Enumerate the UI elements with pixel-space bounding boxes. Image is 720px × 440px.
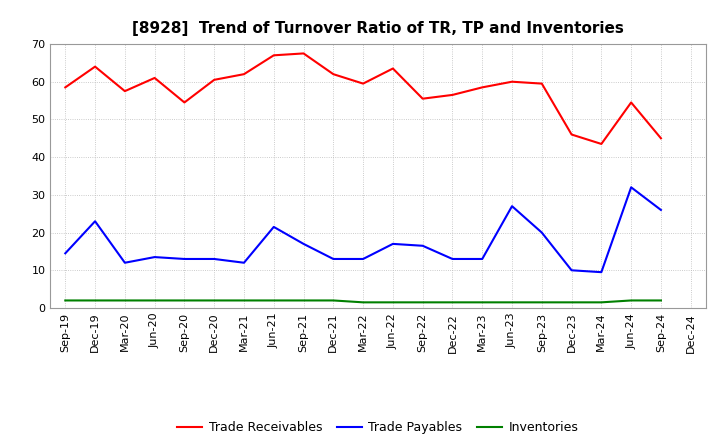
Trade Receivables	[150, 75, 159, 81]
Trade Receivables	[597, 141, 606, 147]
Inventories	[567, 300, 576, 305]
Inventories	[300, 298, 308, 303]
Trade Payables	[210, 257, 219, 262]
Inventories	[210, 298, 219, 303]
Trade Receivables	[478, 85, 487, 90]
Trade Receivables	[240, 72, 248, 77]
Trade Receivables	[448, 92, 456, 98]
Trade Payables	[120, 260, 129, 265]
Inventories	[359, 300, 367, 305]
Trade Receivables	[210, 77, 219, 82]
Trade Payables	[389, 241, 397, 246]
Line: Trade Payables: Trade Payables	[66, 187, 661, 272]
Trade Payables	[538, 230, 546, 235]
Trade Payables	[627, 185, 636, 190]
Title: [8928]  Trend of Turnover Ratio of TR, TP and Inventories: [8928] Trend of Turnover Ratio of TR, TP…	[132, 21, 624, 36]
Inventories	[627, 298, 636, 303]
Trade Payables	[478, 257, 487, 262]
Trade Receivables	[508, 79, 516, 84]
Inventories	[150, 298, 159, 303]
Trade Payables	[418, 243, 427, 249]
Trade Receivables	[300, 51, 308, 56]
Inventories	[508, 300, 516, 305]
Trade Payables	[269, 224, 278, 230]
Line: Trade Receivables: Trade Receivables	[66, 53, 661, 144]
Trade Receivables	[61, 85, 70, 90]
Inventories	[180, 298, 189, 303]
Trade Receivables	[91, 64, 99, 69]
Trade Receivables	[538, 81, 546, 86]
Trade Payables	[567, 268, 576, 273]
Trade Receivables	[329, 72, 338, 77]
Trade Receivables	[657, 136, 665, 141]
Inventories	[389, 300, 397, 305]
Inventories	[538, 300, 546, 305]
Inventories	[120, 298, 129, 303]
Trade Payables	[300, 241, 308, 246]
Inventories	[597, 300, 606, 305]
Inventories	[657, 298, 665, 303]
Trade Receivables	[269, 53, 278, 58]
Line: Inventories: Inventories	[66, 301, 661, 302]
Trade Payables	[359, 257, 367, 262]
Inventories	[61, 298, 70, 303]
Trade Receivables	[389, 66, 397, 71]
Trade Payables	[508, 204, 516, 209]
Trade Payables	[150, 254, 159, 260]
Inventories	[448, 300, 456, 305]
Trade Payables	[657, 207, 665, 213]
Inventories	[269, 298, 278, 303]
Trade Receivables	[567, 132, 576, 137]
Trade Receivables	[359, 81, 367, 86]
Trade Receivables	[418, 96, 427, 101]
Inventories	[418, 300, 427, 305]
Inventories	[91, 298, 99, 303]
Trade Receivables	[180, 100, 189, 105]
Inventories	[240, 298, 248, 303]
Trade Receivables	[120, 88, 129, 94]
Trade Receivables	[627, 100, 636, 105]
Trade Payables	[240, 260, 248, 265]
Trade Payables	[448, 257, 456, 262]
Inventories	[478, 300, 487, 305]
Trade Payables	[180, 257, 189, 262]
Legend: Trade Receivables, Trade Payables, Inventories: Trade Receivables, Trade Payables, Inven…	[172, 416, 584, 439]
Trade Payables	[61, 251, 70, 256]
Trade Payables	[91, 219, 99, 224]
Trade Payables	[597, 270, 606, 275]
Trade Payables	[329, 257, 338, 262]
Inventories	[329, 298, 338, 303]
